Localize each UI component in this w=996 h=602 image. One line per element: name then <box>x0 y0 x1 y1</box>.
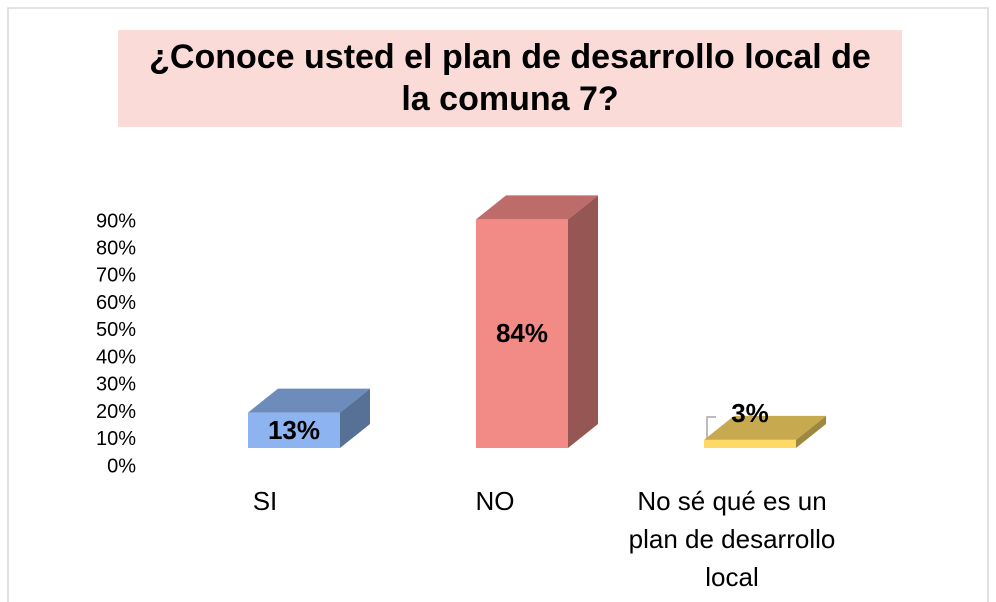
bar-side <box>796 415 826 448</box>
y-tick-label: 90% <box>96 210 136 232</box>
bar-side <box>340 388 370 448</box>
data-label: 84% <box>496 318 548 348</box>
y-tick-label: 80% <box>96 238 136 260</box>
chart-frame <box>7 7 989 602</box>
data-label: 13% <box>268 415 320 445</box>
leader-line <box>706 416 716 440</box>
y-tick-label: 10% <box>96 428 136 450</box>
bar-side <box>568 195 598 448</box>
y-tick-label: 70% <box>96 265 136 287</box>
y-tick-label: 40% <box>96 346 136 368</box>
bar-top <box>248 388 370 413</box>
bar-top <box>476 195 598 220</box>
bar <box>476 219 568 448</box>
y-tick-label: 0% <box>107 455 136 477</box>
y-tick-label: 60% <box>96 292 136 314</box>
data-label: 3% <box>731 398 769 428</box>
chart-title: ¿Conoce usted el plan de desarrollo loca… <box>118 30 902 127</box>
x-tick-label: NO <box>475 486 515 516</box>
bar-top <box>704 415 826 440</box>
bar <box>704 439 796 448</box>
y-tick-label: 20% <box>96 401 136 423</box>
bar <box>248 412 340 448</box>
y-tick-label: 30% <box>96 374 136 396</box>
x-tick-label: SI <box>252 486 278 516</box>
x-tick-label: No sé qué es un plan de desarrollo local <box>628 486 836 592</box>
y-tick-label: 50% <box>96 319 136 341</box>
